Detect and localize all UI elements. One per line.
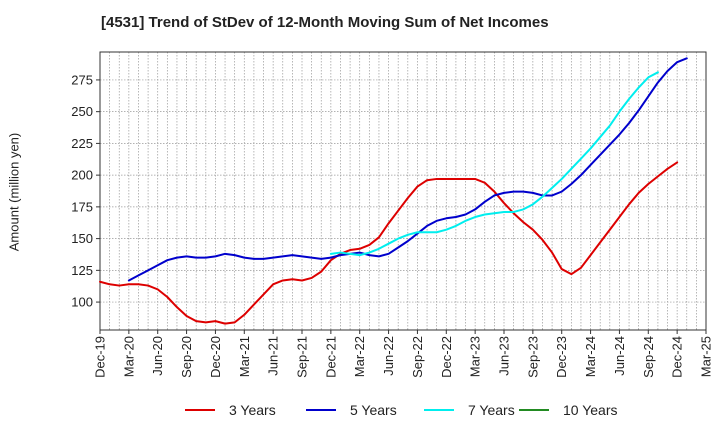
x-tick-labels: Dec-19 Mar-20 Jun-20 Sep-20 Dec-20 Mar-21 Jun-… bbox=[93, 336, 714, 378]
x-tick-label: Sep-22 bbox=[410, 336, 425, 378]
y-tick-label: 250 bbox=[71, 104, 93, 119]
x-tick-label: Sep-23 bbox=[525, 336, 540, 378]
y-tick-label: 125 bbox=[71, 263, 93, 278]
x-tick-label: Jun-23 bbox=[497, 336, 512, 376]
y-tick-label: 275 bbox=[71, 72, 93, 87]
legend-swatch bbox=[424, 409, 454, 411]
legend-item-10-years: 10 Years bbox=[519, 402, 618, 418]
chart-title: [4531] Trend of StDev of 12-Month Moving… bbox=[101, 14, 549, 31]
legend-swatch bbox=[306, 409, 336, 411]
x-tick-label: Jun-22 bbox=[381, 336, 396, 376]
x-tick-label: Sep-24 bbox=[641, 336, 656, 378]
legend-label: 7 Years bbox=[468, 402, 515, 418]
x-tick-label: Jun-20 bbox=[150, 336, 165, 376]
axes bbox=[96, 51, 707, 334]
y-tick-labels: 100 125 150 175 200 225 250 275 bbox=[71, 72, 93, 309]
y-tick-label: 200 bbox=[71, 168, 93, 183]
x-tick-label: Mar-22 bbox=[352, 336, 367, 377]
x-tick-label: Dec-24 bbox=[670, 336, 685, 378]
legend-item-7-years: 7 Years bbox=[424, 402, 515, 418]
x-tick-label: Dec-23 bbox=[554, 336, 569, 378]
x-tick-label: Dec-20 bbox=[208, 336, 223, 378]
y-tick-label: 100 bbox=[71, 295, 93, 310]
x-tick-label: Jun-24 bbox=[612, 336, 627, 376]
x-tick-label: Jun-21 bbox=[266, 336, 281, 376]
y-tick-label: 150 bbox=[71, 231, 93, 246]
legend-swatch bbox=[185, 409, 215, 411]
legend-item-3-years: 3 Years bbox=[185, 402, 276, 418]
legend-label: 3 Years bbox=[229, 402, 276, 418]
series-line-5-years bbox=[127, 57, 688, 282]
x-tick-label: Mar-23 bbox=[468, 336, 483, 377]
legend-item-5-years: 5 Years bbox=[306, 402, 397, 418]
x-tick-label: Sep-21 bbox=[295, 336, 310, 378]
series-lines bbox=[99, 57, 688, 325]
series-line-3-years bbox=[99, 161, 679, 325]
x-tick-label: Dec-22 bbox=[439, 336, 454, 378]
grid-lines bbox=[100, 52, 706, 330]
legend-label: 10 Years bbox=[563, 402, 618, 418]
x-tick-label: Mar-25 bbox=[699, 336, 714, 377]
legend-swatch bbox=[519, 409, 549, 411]
x-tick-label: Mar-20 bbox=[121, 336, 136, 377]
legend-label: 5 Years bbox=[350, 402, 397, 418]
series-line-7-years bbox=[329, 71, 659, 257]
legend: 3 Years 5 Years 7 Years 10 Years bbox=[0, 402, 720, 426]
x-tick-label: Mar-21 bbox=[237, 336, 252, 377]
x-tick-label: Mar-24 bbox=[583, 336, 598, 377]
plot-frame bbox=[99, 51, 707, 331]
x-tick-label: Dec-19 bbox=[93, 336, 108, 378]
y-tick-label: 175 bbox=[71, 199, 93, 214]
x-tick-label: Sep-20 bbox=[179, 336, 194, 378]
y-tick-label: 225 bbox=[71, 136, 93, 151]
x-tick-label: Dec-21 bbox=[323, 336, 338, 378]
